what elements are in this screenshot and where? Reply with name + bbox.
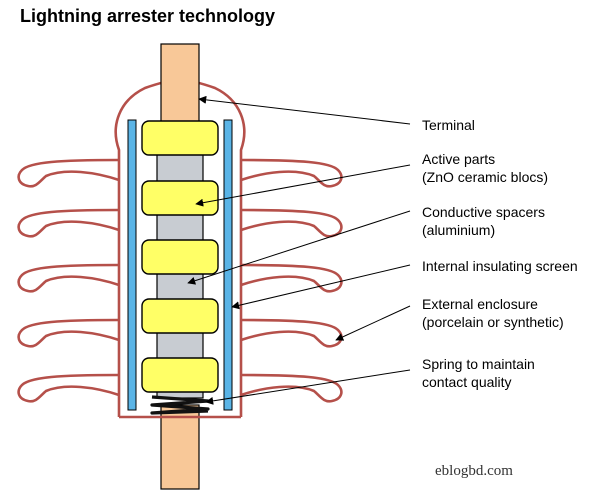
leader-spacers: [187, 210, 411, 285]
label-active-parts: Active parts: [422, 151, 496, 167]
diagram-title: Lightning arrester technology: [20, 6, 276, 26]
leader-spring: [205, 369, 411, 405]
leader-screen: [231, 264, 411, 310]
watermark: eblogbd.com: [435, 463, 513, 479]
leader-enclosure: [335, 305, 411, 341]
label-active-parts-detail: (ZnO ceramic blocs): [422, 169, 549, 185]
label-spring: Spring to maintain: [422, 356, 535, 372]
zno-block: [141, 239, 219, 275]
spring: [150, 395, 210, 415]
label-terminal: Terminal: [422, 117, 475, 133]
insulating-screen-right: [223, 119, 233, 411]
leader-terminal: [198, 95, 411, 125]
top-terminal: [160, 43, 200, 127]
label-spring-detail: contact quality: [422, 374, 512, 390]
zno-block: [141, 298, 219, 334]
zno-block: [141, 180, 219, 216]
insulating-screen-left: [127, 119, 137, 411]
bottom-terminal: [160, 404, 200, 490]
zno-block: [141, 357, 219, 393]
zno-block: [141, 120, 219, 156]
label-spacers-detail: (aluminium): [422, 222, 496, 238]
label-enclosure: External enclosure: [422, 296, 538, 312]
label-enclosure-detail: (porcelain or synthetic): [422, 314, 564, 330]
label-insulating-screen: Internal insulating screen: [422, 258, 578, 274]
leader-active-parts: [195, 164, 411, 207]
leader-lines: [187, 95, 411, 405]
label-spacers: Conductive spacers: [422, 204, 545, 220]
